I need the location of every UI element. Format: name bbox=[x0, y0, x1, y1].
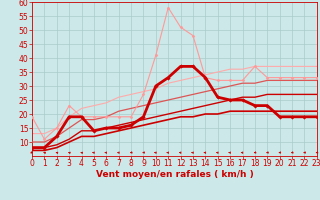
X-axis label: Vent moyen/en rafales ( km/h ): Vent moyen/en rafales ( km/h ) bbox=[96, 170, 253, 179]
